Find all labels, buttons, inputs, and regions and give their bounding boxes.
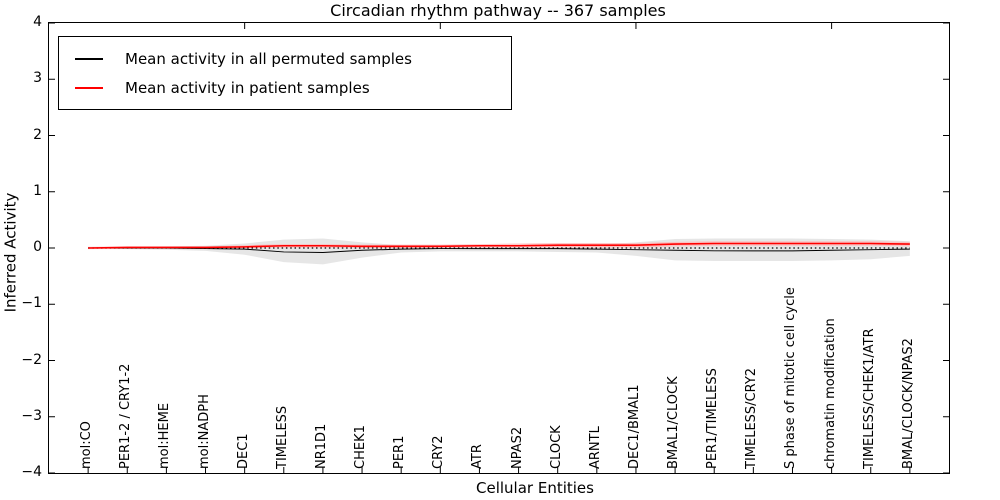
patient-mean-line [88,242,910,249]
x-tick-label: PER1 [392,435,408,469]
y-tick-label: −2 [21,351,42,368]
x-tick-label: mol:NADPH [196,394,212,469]
x-tick-label: mol:HEME [157,402,173,469]
x-tick-label: BMAL/CLOCK/NPAS2 [900,338,916,469]
permuted-mean-line [88,247,910,254]
x-tick-label: ATR [470,444,486,469]
x-axis-label: Cellular Entities [476,479,594,497]
x-tick-label: ARNTL [587,426,603,469]
chart-title: Circadian rhythm pathway -- 367 samples [330,1,666,20]
x-tick-label: TIMELESS/CHEK1/ATR [861,328,877,469]
y-tick-label: −1 [21,295,42,312]
y-tick-label: −4 [21,464,42,480]
y-tick-label: 4 [33,14,42,30]
legend-line-sample-permuted [75,57,103,60]
x-tick-label: CHEK1 [353,425,369,469]
x-tick-label: CRY2 [431,435,447,470]
x-tick-label: PER1-2 / CRY1-2 [118,363,134,469]
x-tick-label: PER1/TIMELESS [705,368,721,469]
legend-label-permuted: Mean activity in all permuted samples [125,49,412,68]
x-tick-label: DEC1/BMAL1 [626,384,642,470]
x-tick-label: mol:CO [79,421,95,469]
y-tick-label: 0 [33,239,42,255]
y-tick-label: −3 [21,407,42,424]
legend-item-permuted: Mean activity in all permuted samples [75,44,511,73]
x-tick-label: BMAL1/CLOCK [666,376,682,469]
legend-line-sample-patient [75,86,103,89]
plot-canvas [49,23,949,473]
x-tick-label: TIMELESS [274,405,290,469]
x-tick-label: NR1D1 [313,423,329,469]
x-tick-label: TIMELESS/CRY2 [744,367,760,469]
x-tick-label: S phase of mitotic cell cycle [783,287,799,469]
x-tick-label: chromatin modification [822,318,838,469]
legend-label-patient: Mean activity in patient samples [125,78,370,97]
legend-item-patient: Mean activity in patient samples [75,73,511,102]
x-tick-label: DEC1 [235,433,251,469]
legend: Mean activity in all permuted samples Me… [58,36,512,110]
y-tick-label: 1 [33,182,42,199]
y-tick-label: 2 [33,126,42,143]
x-tick-label: CLOCK [548,425,564,469]
y-tick-label: 3 [33,70,42,87]
x-tick-label: NPAS2 [509,426,525,469]
